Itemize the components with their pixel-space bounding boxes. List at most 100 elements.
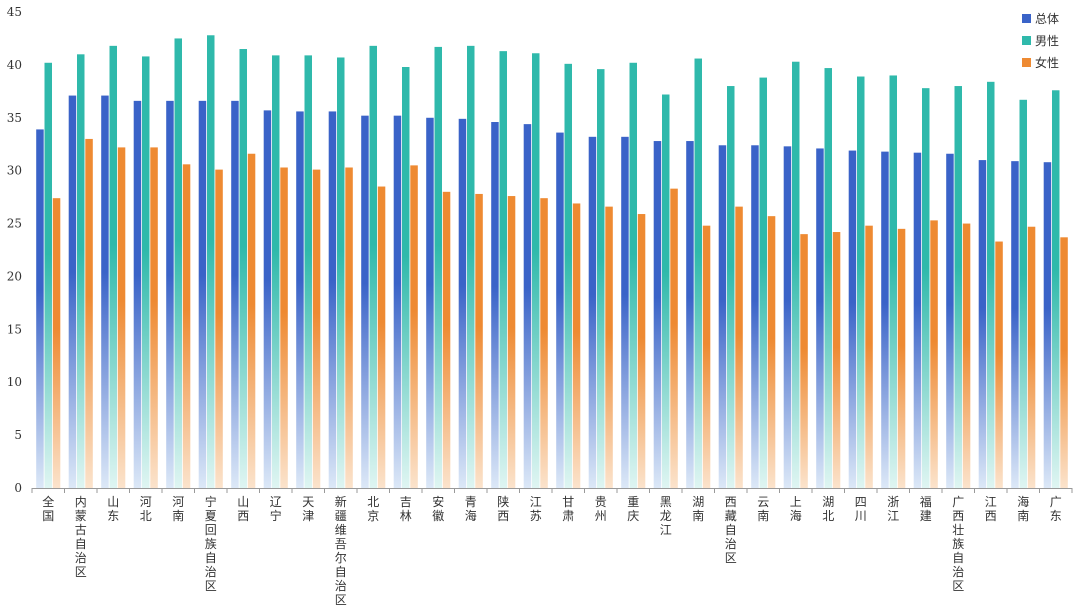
bar-male	[467, 45, 475, 489]
bar-male	[402, 67, 410, 488]
bar-total	[458, 118, 467, 488]
bar-male	[239, 49, 247, 489]
x-category-char: 东	[1050, 509, 1062, 523]
x-category-char: 州	[595, 509, 607, 523]
bar-female	[865, 225, 873, 488]
bar-female	[670, 188, 678, 488]
bar-male	[564, 63, 572, 488]
x-category-char: 林	[400, 509, 412, 523]
bar-female	[182, 164, 191, 488]
x-axis: 全国内蒙古自治区山东河北河南宁夏回族自治区山西辽宁天津新疆维吾尔自治区北京吉林安…	[31, 488, 1073, 607]
x-category-char: 川	[855, 509, 867, 523]
x-category-char: 南	[172, 508, 184, 523]
bar-total	[231, 100, 239, 488]
bar-female	[150, 147, 158, 488]
x-category-char: 吾	[335, 537, 347, 551]
bar-female	[832, 232, 841, 488]
bar-male	[922, 88, 930, 488]
x-category-char: 江	[887, 509, 899, 523]
x-category-char: 西	[237, 509, 249, 523]
bar-male	[304, 55, 312, 488]
bar-male	[792, 61, 800, 489]
bar-female	[475, 193, 483, 488]
bar-female	[52, 198, 61, 488]
x-category-char: 黑	[660, 495, 672, 509]
bar-total	[783, 146, 792, 489]
x-category-char: 壮	[952, 523, 964, 537]
bars-layer	[36, 35, 1068, 489]
y-tick-label: 35	[7, 111, 22, 125]
bar-female	[702, 225, 711, 488]
x-category-char: 福	[920, 494, 932, 509]
x-category-char: 治	[205, 565, 217, 579]
bar-female	[572, 203, 581, 489]
x-category-char: 自	[335, 565, 347, 579]
bar-female	[605, 206, 613, 488]
bar-total	[361, 115, 369, 488]
x-category-char: 江	[985, 495, 997, 509]
bar-female	[1027, 226, 1036, 488]
x-category-char: 京	[367, 509, 379, 523]
bar-female	[962, 223, 971, 489]
x-category-char: 江	[530, 495, 542, 509]
x-category-char: 湖	[692, 494, 704, 509]
bar-total	[393, 115, 402, 488]
bar-total	[328, 111, 337, 488]
x-category-char: 安	[432, 494, 444, 509]
bar-female	[897, 228, 906, 488]
bar-male	[272, 55, 280, 488]
bar-female	[995, 241, 1003, 488]
bar-male	[727, 86, 735, 489]
bar-male	[857, 76, 865, 488]
x-category-char: 海	[790, 508, 802, 523]
bar-male	[44, 62, 52, 488]
bar-total	[751, 145, 759, 488]
legend-swatch-female	[1022, 58, 1031, 67]
bar-female	[280, 167, 288, 488]
x-category-char: 内	[75, 495, 87, 509]
x-category-char: 苏	[530, 509, 542, 523]
bar-total	[653, 141, 662, 488]
bar-female	[930, 220, 938, 489]
x-category-char: 藏	[725, 509, 737, 523]
bar-total	[426, 117, 434, 489]
x-category-char: 国	[42, 509, 54, 523]
bar-female	[215, 169, 223, 488]
x-category-char: 辽	[270, 495, 282, 509]
bar-male	[824, 68, 832, 488]
bar-total	[978, 160, 987, 489]
x-category-char: 肃	[562, 509, 574, 523]
bar-female	[735, 206, 743, 488]
legend-label-male: 男性	[1035, 34, 1059, 48]
x-category-char: 尔	[335, 550, 347, 565]
x-category-char: 自	[725, 523, 737, 537]
bar-total	[36, 129, 44, 488]
bar-female	[800, 234, 808, 488]
x-category-char: 族	[205, 537, 217, 551]
x-category-char: 疆	[335, 509, 347, 523]
bar-female	[507, 196, 516, 488]
bar-male	[369, 45, 377, 489]
bar-total	[946, 153, 954, 488]
bar-male	[337, 57, 345, 489]
x-category-char: 东	[107, 509, 119, 523]
bar-male	[759, 77, 767, 489]
x-category-char: 宁	[270, 508, 282, 523]
x-category-char: 山	[237, 495, 249, 509]
bar-male	[109, 45, 117, 489]
x-category-char: 夏	[205, 509, 217, 523]
x-category-char: 自	[75, 537, 87, 551]
bar-male	[499, 51, 507, 488]
legend-swatch-total	[1022, 14, 1031, 23]
bar-total	[523, 124, 532, 488]
x-category-char: 湖	[822, 494, 834, 509]
y-tick-label: 45	[7, 5, 22, 19]
bar-total	[166, 100, 174, 488]
bar-female	[410, 165, 418, 488]
x-category-char: 族	[952, 537, 964, 551]
x-category-char: 古	[75, 522, 87, 537]
bar-total	[133, 100, 142, 488]
x-category-char: 河	[172, 495, 184, 509]
y-axis: 0 5 10 15 20 25 30 35 40 45	[7, 5, 22, 495]
